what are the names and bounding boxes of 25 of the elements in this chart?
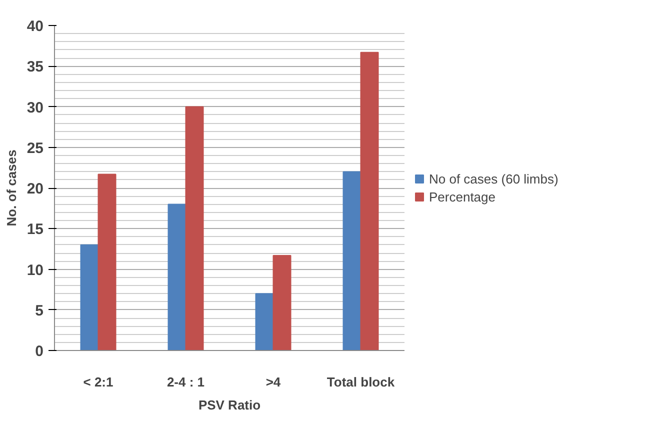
x-tick-label: < 2:1 bbox=[83, 374, 114, 390]
bar bbox=[272, 254, 292, 350]
bar bbox=[185, 106, 204, 350]
y-tick-label: 5 bbox=[35, 302, 44, 320]
legend-label: No of cases (60 limbs) bbox=[429, 171, 558, 186]
bar bbox=[342, 171, 362, 350]
x-tick-label: >4 bbox=[266, 374, 282, 390]
bar bbox=[255, 293, 274, 350]
x-axis-title: PSV Ratio bbox=[198, 398, 261, 412]
bar bbox=[168, 204, 186, 350]
y-tick-label: 0 bbox=[35, 343, 44, 360]
y-tick-label: 40 bbox=[26, 18, 44, 35]
y-tick-label: 25 bbox=[26, 140, 44, 157]
y-tick-label: 35 bbox=[26, 58, 44, 76]
bar bbox=[80, 244, 99, 350]
bar bbox=[360, 52, 379, 350]
x-tick-label: 2-4 : 1 bbox=[166, 374, 205, 390]
y-tick-label: 15 bbox=[26, 221, 44, 238]
y-tick-label: 30 bbox=[26, 99, 44, 116]
x-tick-label: Total block bbox=[326, 374, 396, 390]
bar bbox=[98, 174, 116, 350]
y-tick-label: 10 bbox=[26, 262, 44, 279]
legend-label: Percentage bbox=[429, 189, 496, 204]
y-axis-title: No. of cases bbox=[4, 150, 19, 226]
y-tick-label: 20 bbox=[26, 180, 44, 198]
